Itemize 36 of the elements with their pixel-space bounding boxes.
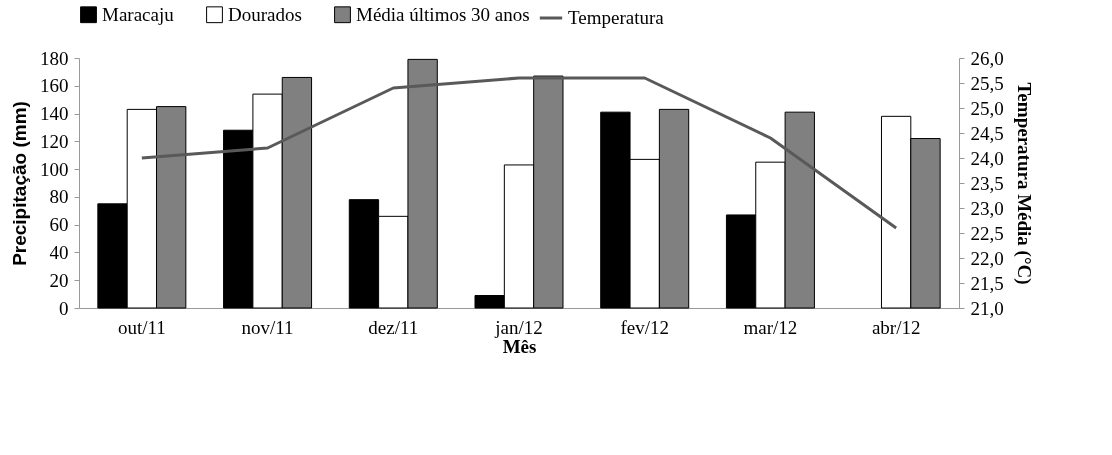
y2-tick-label: 22,5 <box>970 222 1004 244</box>
legend-label: Dourados <box>228 3 302 25</box>
legend-label: Temperatura <box>568 7 665 28</box>
x-tick-label: nov/11 <box>241 316 294 338</box>
y2-tick-label: 24,0 <box>970 147 1004 169</box>
y-tick-label: 0 <box>59 297 69 319</box>
y-tick-label: 120 <box>40 130 69 152</box>
y2-axis-title: Temperatura Média (°C) <box>1012 82 1035 285</box>
y-axis-title: Precipitação (mm) <box>9 101 30 266</box>
x-tick-label: mar/12 <box>743 316 798 338</box>
legend-label: Média últimos 30 anos <box>356 3 530 25</box>
y2-tick-label: 26,0 <box>970 47 1004 69</box>
line-series <box>140 76 898 230</box>
x-axis-title: Mês <box>502 335 537 357</box>
y2-tick-label: 25,0 <box>970 97 1004 119</box>
y-tick-label: 160 <box>40 75 69 97</box>
y2-tick-label: 23,0 <box>970 197 1004 219</box>
x-tick-label: dez/11 <box>368 316 419 338</box>
x-tick-label: abr/12 <box>871 316 921 338</box>
y-tick-label: 100 <box>40 158 69 180</box>
y-tick-label: 60 <box>49 214 69 236</box>
y2-tick-label: 24,5 <box>970 122 1004 144</box>
y2-tick-label: 23,5 <box>970 172 1004 194</box>
x-tick-label: jan/12 <box>494 316 543 338</box>
x-tick-label: out/11 <box>117 316 166 338</box>
y-tick-label: 140 <box>40 103 69 125</box>
y2-tick-label: 25,5 <box>970 72 1004 94</box>
y-tick-label: 20 <box>49 269 69 291</box>
y2-tick-label: 21,0 <box>970 297 1004 319</box>
y2-tick-label: 22,0 <box>970 247 1004 269</box>
y2-tick-label: 21,5 <box>970 272 1004 294</box>
legend-label: Maracaju <box>102 3 175 25</box>
y-tick-label: 180 <box>40 47 69 69</box>
y-tick-label: 40 <box>49 241 69 263</box>
y-tick-label: 80 <box>49 186 69 208</box>
x-tick-label: fev/12 <box>620 316 669 338</box>
